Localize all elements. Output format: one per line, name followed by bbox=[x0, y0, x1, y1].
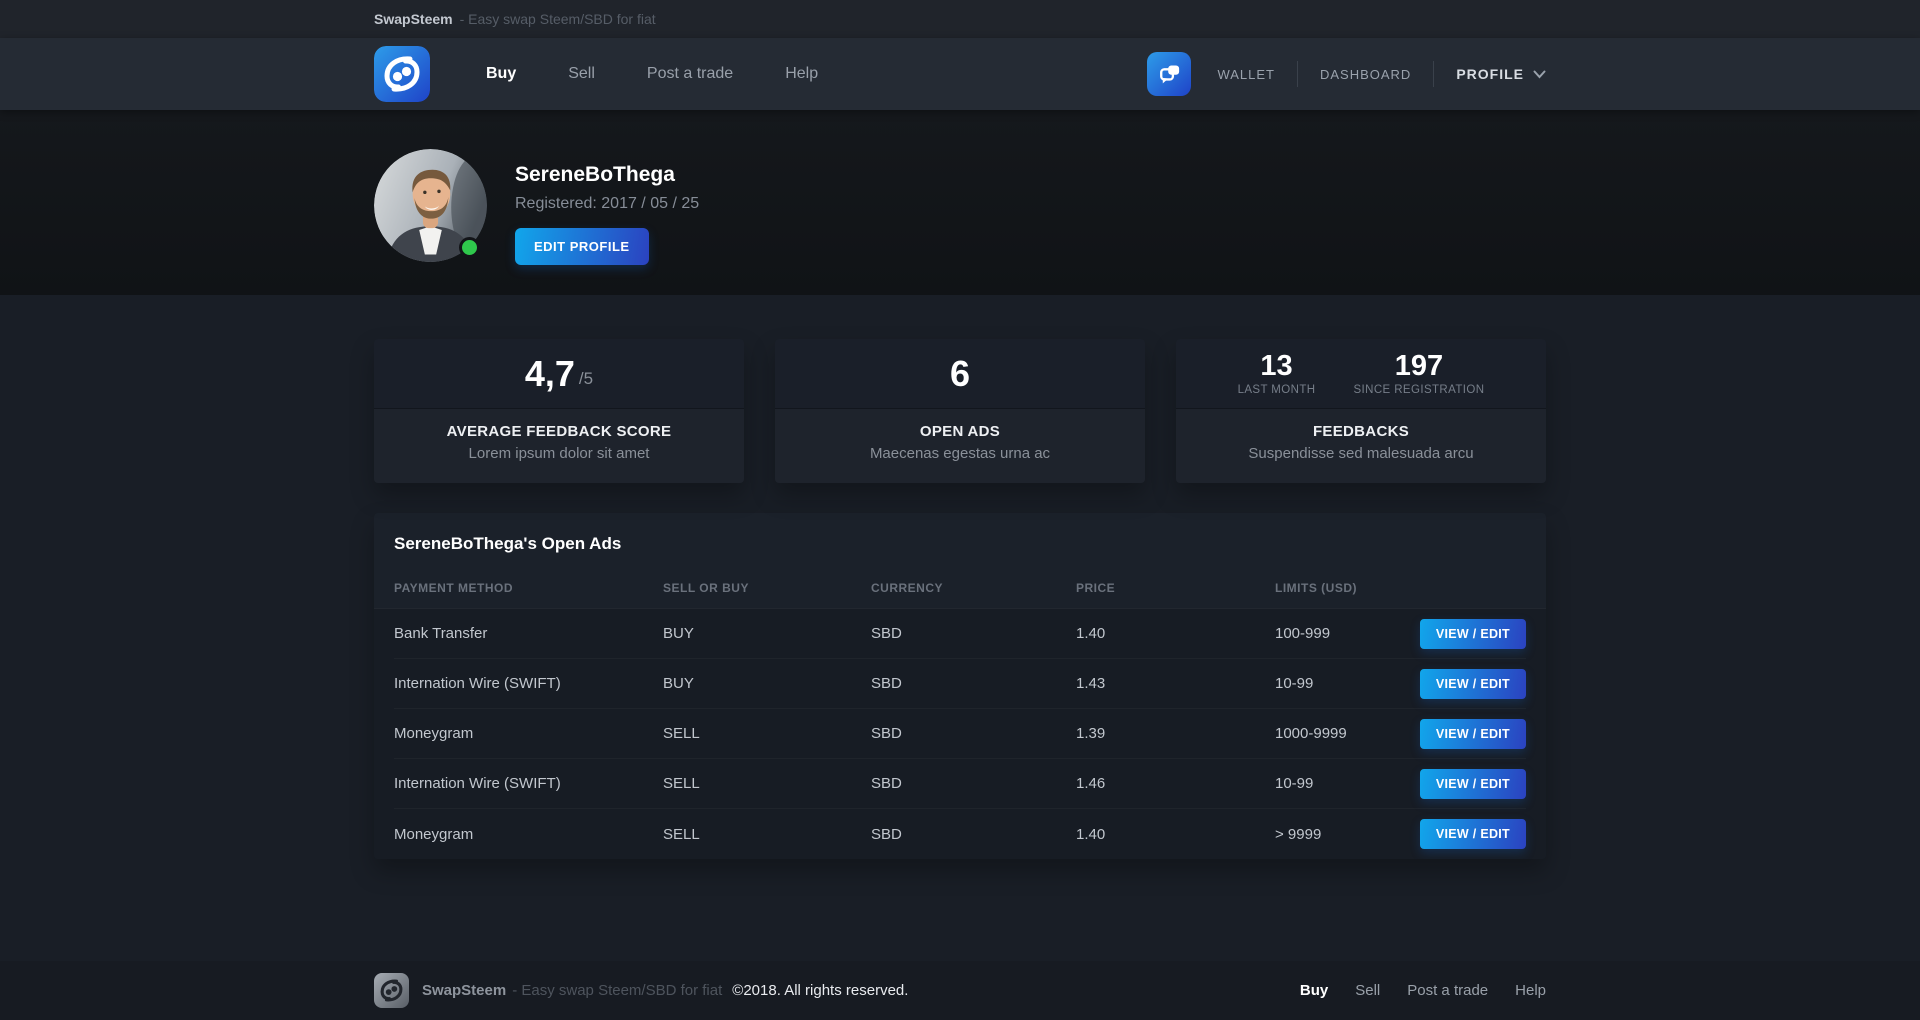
cell-currency: SBD bbox=[871, 775, 902, 792]
feedbacks-last-month-value: 13 bbox=[1260, 349, 1293, 382]
cell-price: 1.39 bbox=[1076, 725, 1106, 742]
cell-limits: 100-999 bbox=[1275, 625, 1331, 642]
open-ads-value: 6 bbox=[949, 352, 971, 394]
cell-payment-method: Bank Transfer bbox=[394, 625, 488, 642]
view-edit-button[interactable]: VIEW / EDIT bbox=[1419, 768, 1526, 799]
stat-card-open-ads: 6 OPEN ADS Maecenas egestas urna ac bbox=[775, 339, 1145, 483]
cell-payment-method: Internation Wire (SWIFT) bbox=[394, 675, 561, 692]
open-ads-title: SereneBoThega's Open Ads bbox=[394, 534, 622, 553]
cell-sell-or-buy: BUY bbox=[663, 675, 694, 692]
footer-link[interactable]: Post a trade bbox=[1407, 982, 1489, 999]
profile-link[interactable]: PROFILE bbox=[1456, 66, 1524, 82]
cell-payment-method: Moneygram bbox=[394, 725, 474, 742]
table-row: Moneygram SELL SBD 1.40 > 9999 VIEW / ED… bbox=[394, 809, 1526, 859]
footer: SwapSteem - Easy swap Steem/SBD for fiat… bbox=[0, 961, 1920, 1020]
footer-brand: SwapSteem bbox=[422, 982, 507, 999]
footer-copyright: ©2018. All rights reserved. bbox=[732, 982, 909, 999]
cell-currency: SBD bbox=[871, 725, 902, 742]
feedbacks-last-month-label: LAST MONTH bbox=[1237, 384, 1316, 397]
table-row: Bank Transfer BUY SBD 1.40 100-999 VIEW … bbox=[394, 609, 1526, 659]
footer-logo-icon bbox=[374, 973, 409, 1008]
swapsteem-logo-icon[interactable] bbox=[374, 46, 430, 102]
cell-price: 1.46 bbox=[1076, 775, 1106, 792]
cell-currency: SBD bbox=[871, 825, 902, 843]
footer-link[interactable]: Buy bbox=[1299, 982, 1329, 999]
view-edit-button[interactable]: VIEW / EDIT bbox=[1419, 668, 1526, 699]
table-row: Internation Wire (SWIFT) SELL SBD 1.46 1… bbox=[394, 759, 1526, 809]
nav-link[interactable]: Sell bbox=[568, 65, 595, 82]
stat-card-title: AVERAGE FEEDBACK SCORE bbox=[446, 423, 672, 440]
chat-button[interactable] bbox=[1147, 52, 1192, 96]
chat-bubbles-icon bbox=[1160, 65, 1180, 84]
nav-link[interactable]: Help bbox=[785, 65, 819, 82]
dashboard-link[interactable]: DASHBOARD bbox=[1319, 66, 1412, 82]
avatar bbox=[374, 149, 487, 262]
cell-price: 1.43 bbox=[1076, 675, 1106, 692]
edit-profile-button[interactable]: EDIT PROFILE bbox=[515, 228, 649, 265]
cell-price: 1.40 bbox=[1076, 625, 1106, 642]
footer-tagline: - Easy swap Steem/SBD for fiat bbox=[512, 982, 723, 999]
cell-payment-method: Moneygram bbox=[394, 825, 474, 843]
main-navbar: Buy Sell Post a trade Help WALLET DASHBO… bbox=[0, 38, 1920, 110]
cell-sell-or-buy: SELL bbox=[663, 825, 700, 843]
footer-link[interactable]: Help bbox=[1515, 982, 1546, 999]
profile-name: SereneBoThega bbox=[515, 163, 675, 186]
divider bbox=[1433, 61, 1435, 87]
feedbacks-since-registration-label: SINCE REGISTRATION bbox=[1353, 384, 1485, 397]
cell-sell-or-buy: SELL bbox=[663, 775, 700, 792]
column-header-price: PRICE bbox=[1076, 581, 1116, 595]
cell-limits: 10-99 bbox=[1275, 775, 1314, 792]
divider bbox=[1296, 61, 1298, 87]
column-header-currency: CURRENCY bbox=[871, 581, 944, 595]
cell-payment-method: Internation Wire (SWIFT) bbox=[394, 775, 561, 792]
profile-registered: Registered: 2017 / 05 / 25 bbox=[515, 195, 700, 212]
table-row: Internation Wire (SWIFT) BUY SBD 1.43 10… bbox=[394, 659, 1526, 709]
stat-card-title: OPEN ADS bbox=[919, 423, 1001, 440]
nav-link[interactable]: Post a trade bbox=[646, 65, 734, 82]
open-ads-panel: SereneBoThega's Open Ads PAYMENT METHOD … bbox=[374, 513, 1546, 859]
feedback-score-value: 4,7 bbox=[524, 352, 575, 394]
main-nav-links: Buy Sell Post a trade Help bbox=[486, 65, 818, 83]
cell-limits: > 9999 bbox=[1275, 825, 1322, 843]
stat-card-subtitle: Maecenas egestas urna ac bbox=[869, 445, 1051, 462]
cell-currency: SBD bbox=[871, 625, 902, 642]
stat-card-feedbacks: 13 LAST MONTH 197 SINCE REGISTRATION FEE… bbox=[1176, 339, 1546, 483]
main-content: 4,7 /5 AVERAGE FEEDBACK SCORE Lorem ipsu… bbox=[0, 295, 1920, 859]
table-body: Bank Transfer BUY SBD 1.40 100-999 VIEW … bbox=[374, 608, 1546, 859]
profile-menu[interactable]: PROFILE bbox=[1456, 66, 1546, 82]
table-header-row: PAYMENT METHOD SELL OR BUY CURRENCY PRIC… bbox=[374, 554, 1546, 608]
profile-header: SereneBoThega Registered: 2017 / 05 / 25… bbox=[0, 110, 1920, 295]
footer-links: Buy Sell Post a trade Help bbox=[1300, 982, 1546, 999]
column-header-limits: LIMITS (USD) bbox=[1275, 581, 1357, 595]
view-edit-button[interactable]: VIEW / EDIT bbox=[1419, 718, 1526, 749]
feedbacks-since-registration-value: 197 bbox=[1394, 349, 1444, 382]
top-title-bar: SwapSteem - Easy swap Steem/SBD for fiat bbox=[0, 0, 1920, 38]
stat-card-subtitle: Suspendisse sed malesuada arcu bbox=[1248, 445, 1474, 462]
online-status-dot bbox=[459, 237, 480, 258]
view-edit-button[interactable]: VIEW / EDIT bbox=[1419, 819, 1526, 849]
table-row: Moneygram SELL SBD 1.39 1000-9999 VIEW /… bbox=[394, 709, 1526, 759]
column-header-payment-method: PAYMENT METHOD bbox=[394, 581, 514, 595]
stat-card-subtitle: Lorem ipsum dolor sit amet bbox=[468, 445, 650, 462]
wallet-link[interactable]: WALLET bbox=[1217, 66, 1275, 82]
cell-currency: SBD bbox=[871, 675, 902, 692]
cell-limits: 1000-9999 bbox=[1275, 725, 1347, 742]
cell-sell-or-buy: BUY bbox=[663, 625, 694, 642]
topbar-brand: SwapSteem bbox=[374, 11, 453, 27]
stats-row: 4,7 /5 AVERAGE FEEDBACK SCORE Lorem ipsu… bbox=[374, 295, 1546, 483]
cell-price: 1.40 bbox=[1076, 825, 1106, 843]
chevron-down-icon bbox=[1533, 70, 1546, 78]
topbar-tagline: - Easy swap Steem/SBD for fiat bbox=[459, 11, 656, 27]
nav-link[interactable]: Buy bbox=[486, 65, 517, 82]
feedback-score-suffix: /5 bbox=[578, 368, 594, 388]
cell-limits: 10-99 bbox=[1275, 675, 1314, 692]
footer-link[interactable]: Sell bbox=[1355, 982, 1381, 999]
view-edit-button[interactable]: VIEW / EDIT bbox=[1419, 618, 1526, 649]
stat-card-feedback-score: 4,7 /5 AVERAGE FEEDBACK SCORE Lorem ipsu… bbox=[374, 339, 744, 483]
cell-sell-or-buy: SELL bbox=[663, 725, 700, 742]
column-header-sell-or-buy: SELL OR BUY bbox=[663, 581, 749, 595]
stat-card-title: FEEDBACKS bbox=[1312, 423, 1410, 440]
